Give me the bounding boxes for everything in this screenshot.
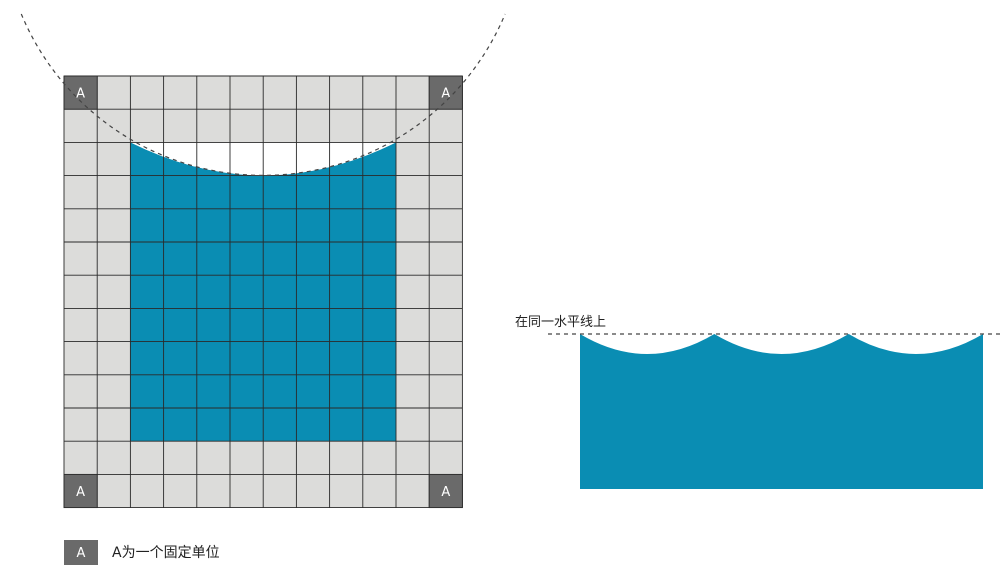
corner-unit-top-left <box>63 75 98 110</box>
corner-unit-label: A <box>76 485 85 500</box>
wave-shape <box>580 334 983 489</box>
legend-swatch-label: A <box>77 546 86 561</box>
corner-unit-bottom-left <box>63 473 98 509</box>
grid-lines <box>63 75 463 509</box>
dashed-arc <box>20 13 506 177</box>
corner-unit-label: A <box>76 87 85 102</box>
legend: A A为一个固定单位 <box>64 540 220 565</box>
corner-unit-top-right <box>428 75 463 110</box>
legend-text: A为一个固定单位 <box>112 545 220 561</box>
corner-units: A A A A <box>63 75 463 509</box>
level-label: 在同一水平线上 <box>515 315 606 330</box>
wave-figure: 在同一水平线上 <box>515 315 1003 489</box>
legend-swatch <box>64 540 98 565</box>
corner-unit-label: A <box>441 87 450 102</box>
grid-figure: A A A A <box>20 13 506 509</box>
corner-unit-bottom-right <box>428 473 463 509</box>
corner-unit-label: A <box>441 485 450 500</box>
